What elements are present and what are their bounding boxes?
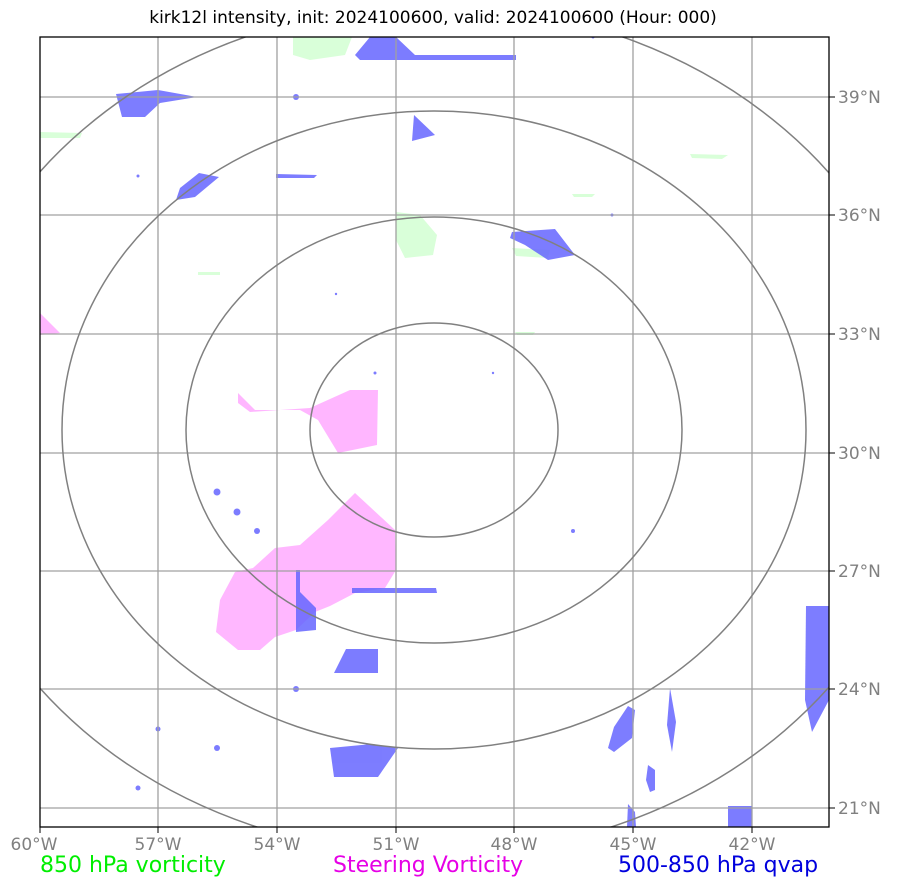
lon-tick-label: 51°W [373,835,420,855]
blue-area [334,649,378,673]
blue-area [510,229,575,260]
range-ring [61,110,807,750]
blue-dot [254,528,260,534]
blue-dot [334,292,338,296]
blue-area [805,606,829,732]
blue-area [352,588,437,593]
lon-tick-labels: 60°W 57°W 54°W 51°W 48°W 45°W 42°W [11,835,776,855]
lon-tick-label: 54°W [254,835,301,855]
magenta-area [40,313,60,335]
lat-tick-label: 36°N [838,206,881,226]
blue-area [728,806,752,827]
blue-area [646,765,655,792]
map-title: kirk12l intensity, init: 2024100600, val… [149,8,717,28]
legend-qvap: 500-850 hPa qvap [618,853,819,878]
lat-tick-label: 33°N [838,325,881,345]
green-area [572,194,595,197]
map-plot-area [40,37,829,827]
lat-tick-label: 30°N [838,444,881,464]
green-area [40,132,82,138]
lon-tick-label: 45°W [610,835,657,855]
legend-steering-vorticity: Steering Vorticity [333,853,524,878]
blue-dot [491,371,495,375]
lat-tick-label: 39°N [838,88,881,108]
graticule [40,37,829,827]
range-ring [309,322,559,538]
lat-tick-label: 21°N [838,799,881,819]
green-area [293,37,352,60]
blue-dot [136,174,140,178]
tick-marks [39,96,835,833]
lat-tick-label: 27°N [838,562,881,582]
blue-area [296,570,316,632]
green-vorticity-areas [40,37,728,335]
qvap-areas [116,37,829,827]
map-frame [39,36,830,828]
lon-tick-label: 60°W [11,835,58,855]
blue-dot [135,785,141,791]
lon-tick-label: 57°W [135,835,182,855]
blue-dot [213,488,221,496]
blue-area [276,174,317,178]
blue-area [176,173,219,200]
green-area [396,212,437,258]
lon-tick-label: 42°W [729,835,776,855]
range-rings [40,37,829,827]
blue-dot [214,745,220,751]
blue-dot [233,508,241,516]
blue-area [330,744,398,777]
green-area [198,272,220,275]
blue-area [355,37,516,60]
green-area [690,154,728,159]
blue-area [412,115,435,141]
magenta-area [238,390,378,453]
range-ring [185,216,683,644]
lat-tick-labels: 39°N 36°N 33°N 30°N 27°N 24°N 21°N [838,88,881,819]
lat-tick-label: 24°N [838,680,881,700]
legend-850-hpa-vorticity: 850 hPa vorticity [40,853,226,878]
lon-tick-label: 48°W [491,835,538,855]
blue-area [667,688,676,752]
blue-dot [571,529,575,533]
blue-dot [373,371,377,375]
blue-area [608,706,635,752]
